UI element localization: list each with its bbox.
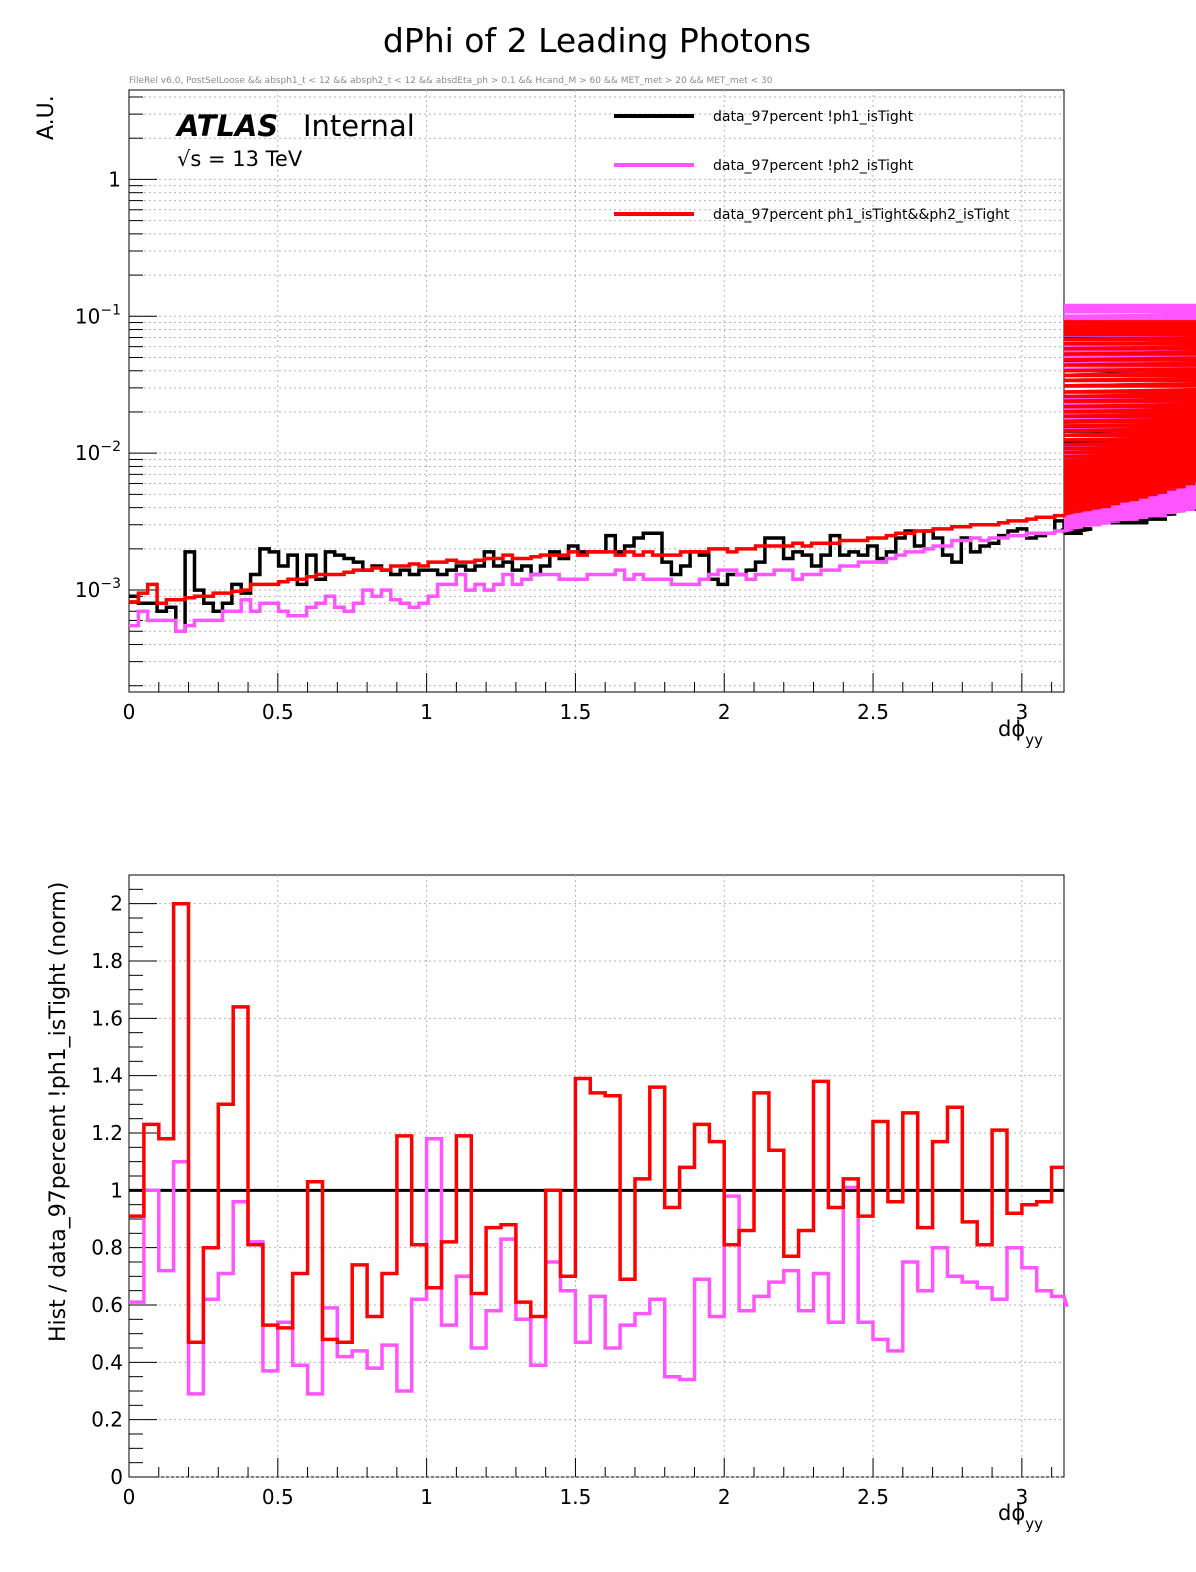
series-1-line (129, 303, 1196, 634)
bottom-x-axis-title: dϕyy (998, 1501, 1043, 1533)
top-x-axis-title-sub: yy (1025, 731, 1043, 749)
y-tick-label: 10−1 (75, 302, 121, 328)
atlas-status: Internal (303, 109, 415, 143)
chart-subtitle: FileRel v6.0, PostSelLoose && absph1_t <… (129, 76, 773, 86)
x-tick-label: 1 (420, 1485, 433, 1509)
y-tick-label-exp: −1 (100, 302, 121, 318)
x-tick-label: 1.5 (560, 700, 592, 724)
legend: data_97percent !ph1_isTight data_97percen… (614, 109, 1010, 223)
bottom-panel: 0 0.5 1 1.5 2 2.5 3 0 0.2 0.4 0.6 0.8 1 1.2 1.4 1.6 1.8 2… (46, 874, 1069, 1533)
series-2-line (129, 901, 1064, 1345)
y-tick-label: 10−2 (75, 439, 121, 465)
x-tick-label: 0.5 (262, 700, 294, 724)
series-2-line (129, 320, 1196, 606)
atlas-label: ATLAS (175, 109, 278, 143)
y-tick-label-base: 1 (108, 167, 121, 191)
x-tick-label: 1.5 (560, 1485, 592, 1509)
y-tick-label-base: 10 (75, 441, 100, 465)
bottom-y-axis-title: Hist / data_97percent !ph1_isTight (norm… (46, 882, 71, 1342)
y-tick-label: 0 (110, 1465, 123, 1489)
bottom-plot-frame (128, 874, 1065, 1478)
legend-entry-1: data_97percent !ph2_isTight (713, 158, 914, 174)
y-tick-label: 0.8 (91, 1236, 123, 1260)
y-tick-label: 1 (108, 167, 121, 191)
y-tick-label: 0.6 (91, 1293, 123, 1317)
y-tick-label: 1 (110, 1178, 123, 1202)
energy-label: √s = 13 TeV (177, 147, 303, 171)
y-tick-label-base: 10 (75, 578, 100, 602)
legend-entry-2: data_97percent ph1_isTight&&ph2_isTight (713, 207, 1010, 223)
top-grid (129, 90, 1064, 692)
y-tick-label-base: 10 (75, 304, 100, 328)
x-tick-label: 0 (123, 700, 136, 724)
series-1-line (129, 1136, 1069, 1396)
top-y-axis-title: A.U. (34, 95, 59, 140)
bottom-series (129, 901, 1069, 1396)
y-tick-label-exp: −2 (100, 439, 121, 455)
y-tick-label: 1.4 (91, 1064, 123, 1088)
bottom-grid (129, 875, 1064, 1478)
x-tick-label: 0 (123, 1485, 136, 1509)
x-tick-label: 1 (420, 700, 433, 724)
top-x-axis-title: dϕyy (998, 717, 1043, 749)
x-tick-label: 2.5 (857, 700, 889, 724)
y-tick-label: 1.8 (91, 949, 123, 973)
x-tick-label: 0.5 (262, 1485, 294, 1509)
y-tick-label: 10−3 (75, 576, 121, 602)
x-tick-label: 2.5 (857, 1485, 889, 1509)
legend-entry-0: data_97percent !ph1_isTight (713, 109, 914, 125)
y-tick-label: 1.6 (91, 1006, 123, 1030)
top-x-axis-title-main: dϕ (998, 717, 1025, 741)
y-tick-label: 0.2 (91, 1408, 123, 1432)
bottom-axis-ticks: 0 0.5 1 1.5 2 2.5 3 0 0.2 0.4 0.6 0.8 1 1.2 1.4 1.6 1.8 2 (91, 888, 1053, 1509)
y-tick-label: 2 (110, 892, 123, 916)
y-tick-label: 0.4 (91, 1350, 123, 1374)
top-series (129, 303, 1196, 634)
x-tick-label: 3 (1015, 1485, 1028, 1509)
x-tick-label: 2 (718, 1485, 731, 1509)
chart-title: dPhi of 2 Leading Photons (383, 21, 811, 60)
x-tick-label: 2 (718, 700, 731, 724)
y-tick-label: 1.2 (91, 1121, 123, 1145)
series-0-line (129, 320, 1196, 634)
bottom-x-axis-title-sub: yy (1025, 1515, 1043, 1533)
y-tick-label-exp: −3 (100, 576, 121, 592)
bottom-x-axis-title-main: dϕ (998, 1501, 1025, 1525)
x-tick-label: 3 (1015, 700, 1028, 724)
